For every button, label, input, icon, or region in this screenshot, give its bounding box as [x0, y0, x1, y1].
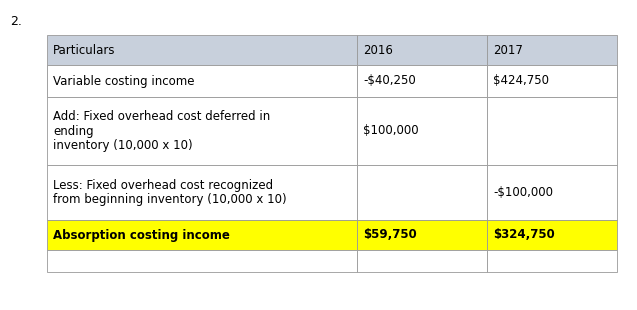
Text: Absorption costing income: Absorption costing income [53, 228, 230, 241]
Bar [47, 97, 357, 165]
Bar [357, 35, 487, 65]
Bar [487, 220, 617, 250]
Bar [47, 65, 357, 97]
Bar [487, 65, 617, 97]
Text: Less: Fixed overhead cost recognized
from beginning inventory (10,000 x 10): Less: Fixed overhead cost recognized fro… [53, 179, 287, 206]
Bar [47, 250, 357, 272]
Bar [47, 220, 357, 250]
Bar [487, 165, 617, 220]
Bar [47, 65, 357, 97]
Text: Variable costing income: Variable costing income [53, 74, 194, 87]
Bar [357, 220, 487, 250]
Text: $59,750: $59,750 [363, 228, 417, 241]
Bar [47, 165, 357, 220]
Bar [357, 65, 487, 97]
Text: 2017: 2017 [493, 43, 523, 56]
Text: -$40,250: -$40,250 [363, 74, 416, 87]
Bar [357, 97, 487, 165]
Text: -$100,000: -$100,000 [493, 186, 553, 199]
Bar [487, 97, 617, 165]
Text: $324,750: $324,750 [493, 228, 555, 241]
Bar [487, 35, 617, 65]
Bar [357, 165, 487, 220]
Text: 2016: 2016 [363, 43, 393, 56]
Bar [47, 35, 357, 65]
Text: Particulars: Particulars [53, 43, 115, 56]
Text: $424,750: $424,750 [493, 74, 549, 87]
Bar [357, 65, 487, 97]
Bar [357, 250, 487, 272]
Text: Add: Fixed overhead cost deferred in
ending
inventory (10,000 x 10): Add: Fixed overhead cost deferred in end… [53, 109, 270, 153]
Bar [487, 65, 617, 97]
Text: 2.: 2. [10, 15, 22, 28]
Bar [487, 250, 617, 272]
Text: $100,000: $100,000 [363, 125, 419, 138]
